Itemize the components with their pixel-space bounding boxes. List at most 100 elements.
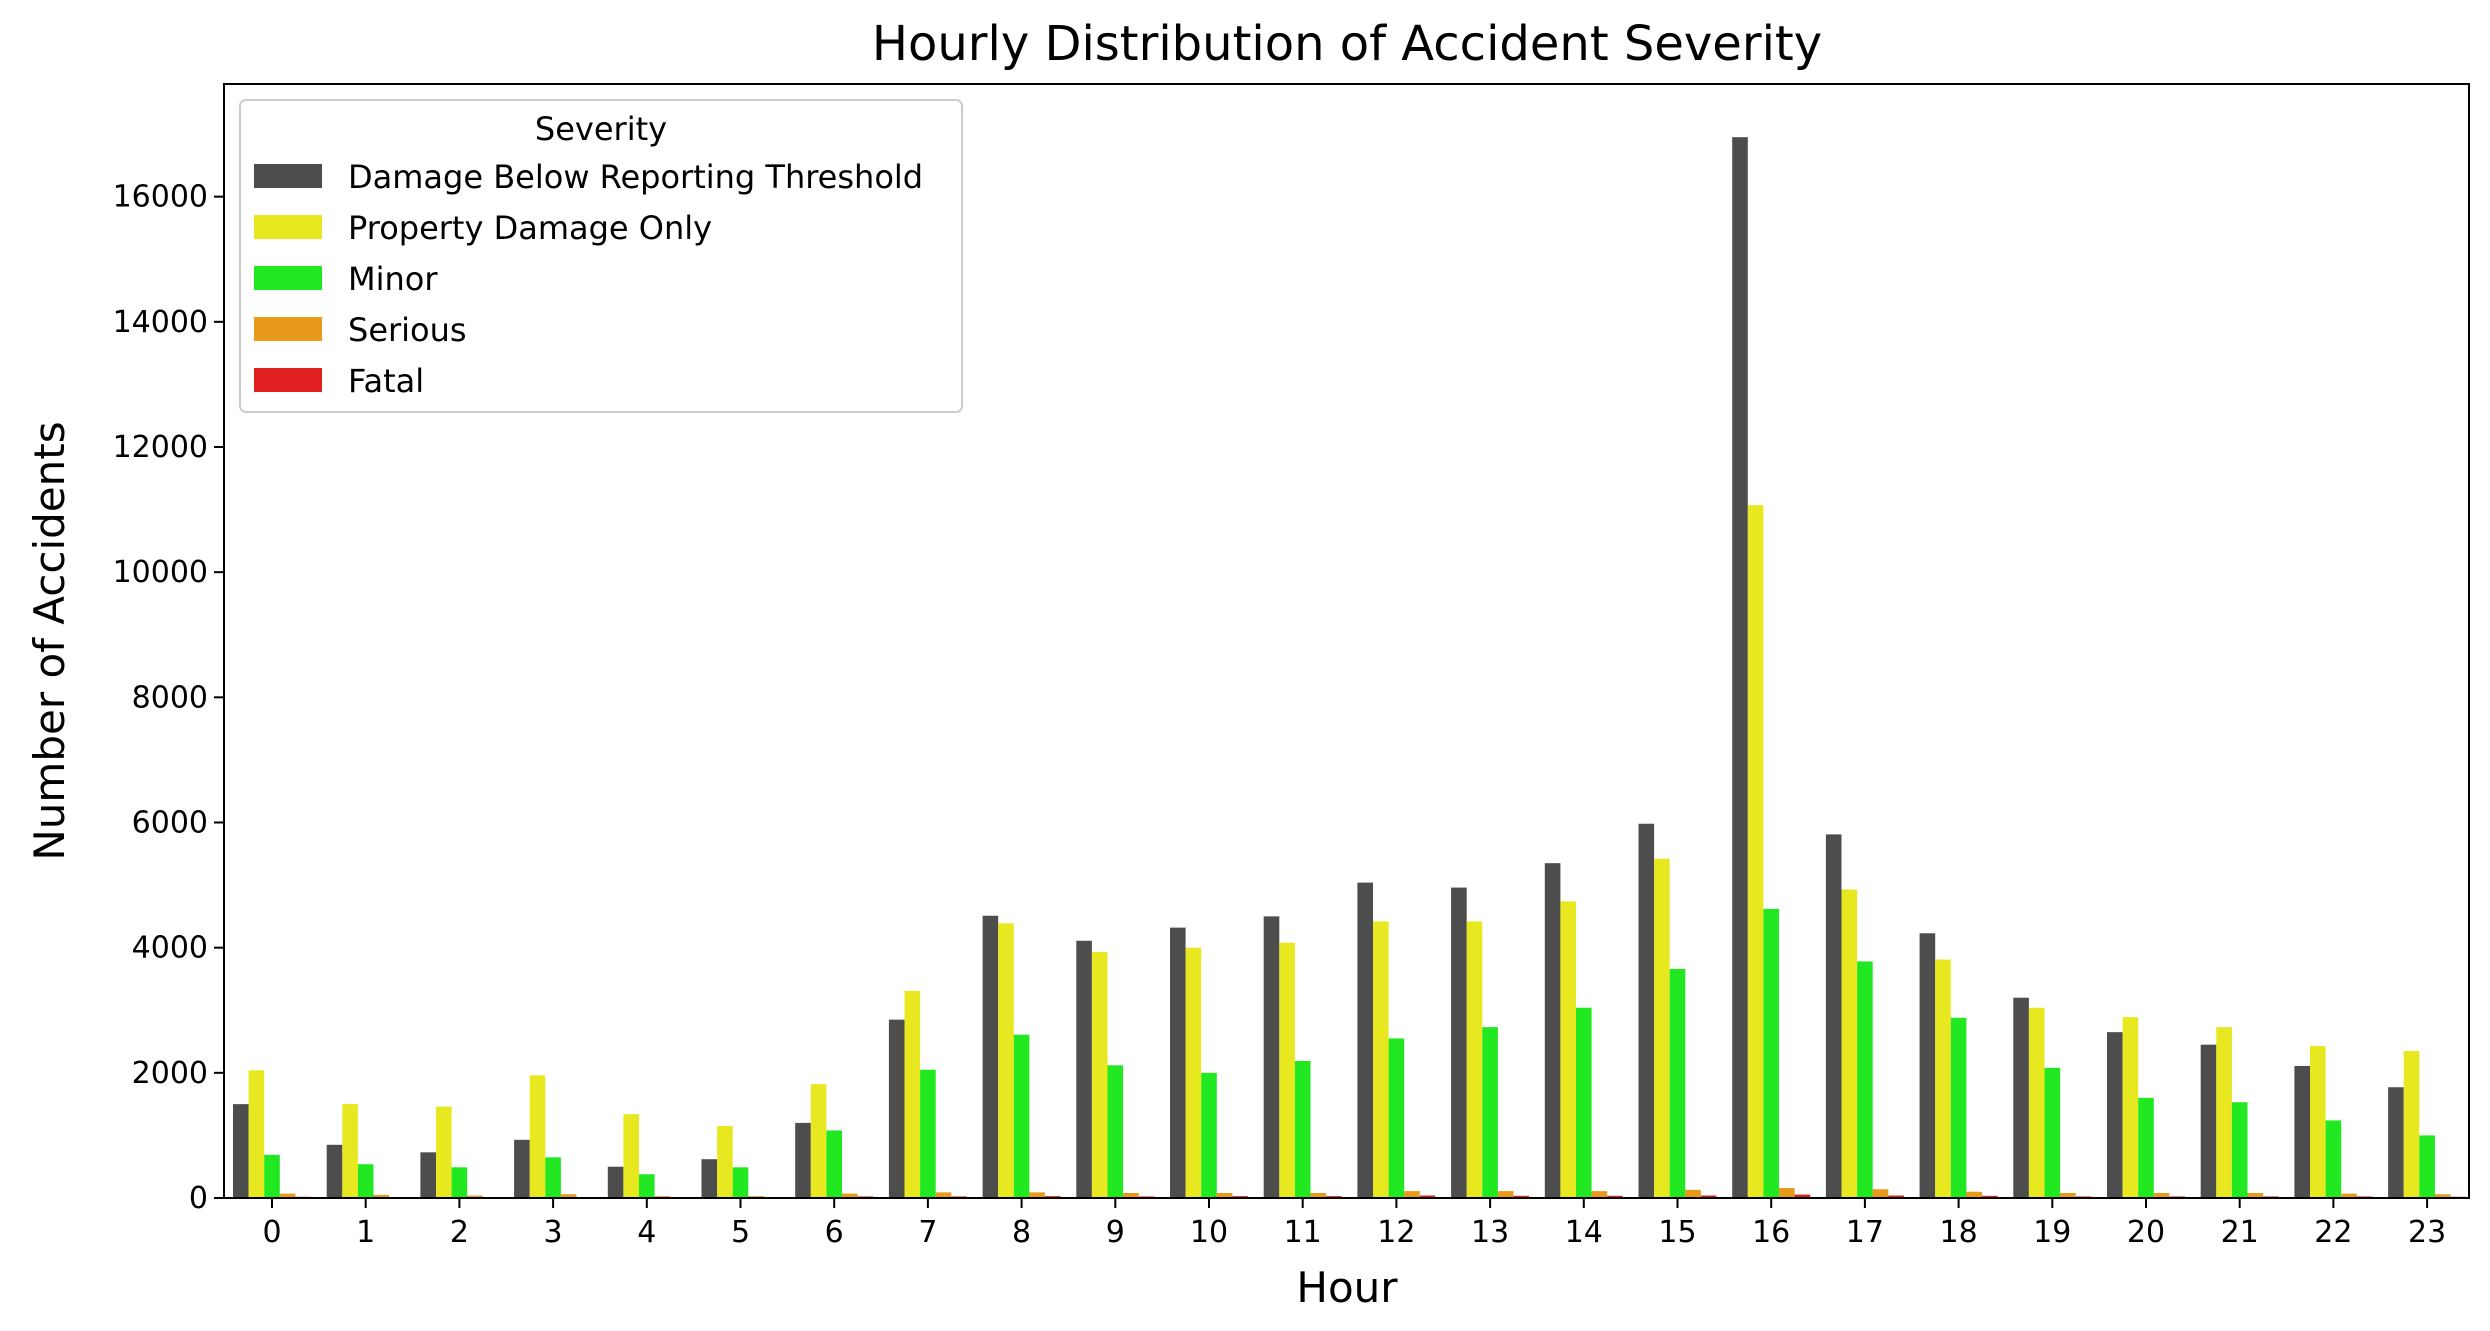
x-tick-label: 2	[450, 1215, 469, 1250]
legend-label: Damage Below Reporting Threshold	[348, 158, 923, 196]
bar-serious-hour-10	[1216, 1192, 1233, 1198]
bar-property-damage-only-hour-17	[1841, 889, 1858, 1198]
x-tick-label: 21	[2221, 1215, 2259, 1250]
legend-swatch-fatal	[254, 368, 322, 392]
bar-property-damage-only-hour-10	[1185, 947, 1202, 1198]
legend: Severity Damage Below Reporting Threshold…	[239, 99, 963, 413]
bar-minor-hour-21	[2231, 1102, 2248, 1198]
bar-minor-hour-11	[1294, 1060, 1311, 1198]
bar-minor-hour-6	[826, 1130, 842, 1198]
bar-serious-hour-16	[1779, 1187, 1795, 1198]
legend-swatch-minor	[254, 266, 322, 290]
bar-minor-hour-12	[1388, 1038, 1405, 1198]
x-tick-label: 3	[544, 1215, 563, 1250]
bar-property-damage-only-hour-6	[810, 1084, 827, 1198]
x-tick-label: 14	[1565, 1215, 1603, 1250]
bar-serious-hour-18	[1966, 1191, 1982, 1198]
legend-label: Property Damage Only	[348, 209, 712, 247]
x-tick-label: 20	[2127, 1215, 2165, 1250]
x-tick-label: 23	[2408, 1215, 2446, 1250]
bar-minor-hour-13	[1482, 1027, 1498, 1198]
bar-minor-hour-16	[1763, 908, 1779, 1198]
legend-swatch-property-damage-only	[254, 215, 322, 239]
x-tick-label: 4	[637, 1215, 656, 1250]
bar-minor-hour-5	[732, 1167, 749, 1198]
x-tick-label: 18	[1940, 1215, 1978, 1250]
legend-label: Fatal	[348, 362, 424, 400]
bar-minor-hour-19	[2044, 1067, 2061, 1198]
bar-serious-hour-13	[1497, 1191, 1514, 1198]
x-axis: 0 1 2 3 4 5 6 7 8 9 10 11 12 13 14 15 16 17 18 19 20 21 22 23	[262, 1198, 2446, 1250]
bar-serious-hour-15	[1685, 1189, 1701, 1198]
bar-fatal-hour-15	[1700, 1195, 1717, 1198]
bar-serious-hour-14	[1591, 1191, 1608, 1198]
bar-property-damage-only-hour-13	[1466, 921, 1483, 1198]
y-tick-label: 6000	[132, 805, 208, 840]
x-tick-label: 0	[262, 1215, 281, 1250]
x-tick-label: 6	[825, 1215, 844, 1250]
bar-minor-hour-2	[451, 1167, 468, 1198]
bar-damage-below-reporting-threshold-hour-11	[1263, 916, 1280, 1198]
legend-swatch-damage-below-reporting-threshold	[254, 164, 322, 188]
bar-property-damage-only-hour-18	[1935, 959, 1951, 1198]
bar-fatal-hour-12	[1419, 1195, 1436, 1198]
y-tick-label: 0	[189, 1181, 208, 1216]
bar-serious-hour-12	[1404, 1191, 1420, 1198]
bar-minor-hour-15	[1669, 968, 1686, 1198]
bar-fatal-hour-18	[1982, 1195, 1998, 1198]
bar-minor-hour-1	[357, 1164, 374, 1198]
y-tick-label: 16000	[113, 180, 208, 215]
y-tick-label: 10000	[113, 555, 208, 590]
x-tick-label: 1	[356, 1215, 375, 1250]
bar-fatal-hour-14	[1607, 1195, 1623, 1198]
bar-property-damage-only-hour-20	[2122, 1017, 2139, 1198]
y-axis: 0 2000 4000 6000 8000 10000 12000 14000 16000	[113, 180, 224, 1216]
bar-damage-below-reporting-threshold-hour-15	[1638, 823, 1655, 1198]
bar-serious-hour-17	[1872, 1189, 1889, 1198]
bar-damage-below-reporting-threshold-hour-13	[1451, 887, 1467, 1198]
bar-property-damage-only-hour-0	[248, 1070, 265, 1198]
bar-minor-hour-18	[1950, 1017, 1967, 1198]
bar-property-damage-only-hour-4	[623, 1114, 639, 1198]
x-tick-label: 11	[1284, 1215, 1322, 1250]
bar-damage-below-reporting-threshold-hour-2	[420, 1152, 436, 1198]
x-tick-label: 15	[1658, 1215, 1696, 1250]
bar-serious-hour-7	[935, 1192, 952, 1198]
x-tick-label: 22	[2314, 1215, 2352, 1250]
bar-serious-hour-19	[2060, 1192, 2076, 1198]
bar-serious-hour-23	[2434, 1194, 2451, 1198]
bars-group	[233, 137, 2467, 1199]
y-tick-label: 2000	[132, 1056, 208, 1091]
y-tick-label: 12000	[113, 430, 208, 465]
x-tick-label: 16	[1752, 1215, 1790, 1250]
bar-damage-below-reporting-threshold-hour-6	[795, 1122, 811, 1198]
bar-damage-below-reporting-threshold-hour-21	[2200, 1044, 2217, 1198]
bar-damage-below-reporting-threshold-hour-7	[888, 1019, 905, 1198]
bar-damage-below-reporting-threshold-hour-1	[326, 1144, 343, 1198]
bar-minor-hour-4	[639, 1174, 655, 1198]
legend-swatch-serious	[254, 317, 322, 341]
bar-damage-below-reporting-threshold-hour-19	[2013, 997, 2029, 1198]
bar-property-damage-only-hour-1	[342, 1104, 358, 1198]
plot-frame	[223, 83, 2470, 1199]
x-tick-label: 10	[1190, 1215, 1228, 1250]
x-axis-label: Hour	[1296, 1263, 1398, 1312]
bar-serious-hour-9	[1123, 1192, 1139, 1198]
bar-damage-below-reporting-threshold-hour-23	[2388, 1087, 2404, 1198]
bar-damage-below-reporting-threshold-hour-16	[1732, 137, 1748, 1199]
bar-damage-below-reporting-threshold-hour-10	[1170, 927, 1186, 1198]
x-tick-label: 19	[2033, 1215, 2071, 1250]
bar-serious-hour-21	[2247, 1192, 2264, 1198]
bar-minor-hour-8	[1013, 1034, 1030, 1198]
bar-property-damage-only-hour-22	[2310, 1045, 2326, 1198]
bar-property-damage-only-hour-15	[1654, 858, 1670, 1198]
bar-property-damage-only-hour-16	[1747, 505, 1764, 1198]
bar-minor-hour-0	[264, 1154, 280, 1198]
bar-damage-below-reporting-threshold-hour-18	[1919, 933, 1936, 1198]
bar-damage-below-reporting-threshold-hour-0	[233, 1104, 249, 1198]
chart-title: Hourly Distribution of Accident Severity	[872, 16, 1822, 72]
bar-property-damage-only-hour-12	[1373, 921, 1389, 1198]
bar-damage-below-reporting-threshold-hour-12	[1357, 882, 1373, 1198]
bar-fatal-hour-16	[1794, 1194, 1811, 1198]
bar-minor-hour-3	[545, 1157, 561, 1198]
